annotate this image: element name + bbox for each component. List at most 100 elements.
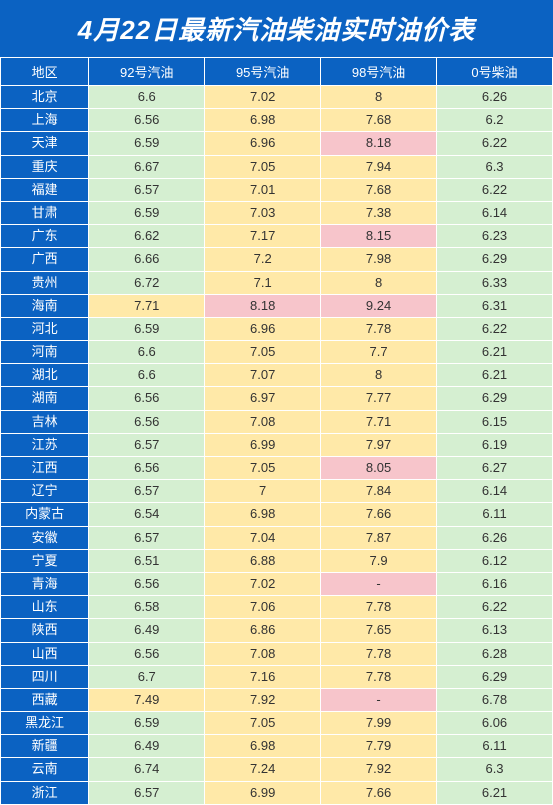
cell-diesel0: 6.21	[437, 364, 553, 387]
cell-diesel0: 6.27	[437, 457, 553, 480]
cell-region: 西藏	[1, 688, 89, 711]
table-row: 安徽6.577.047.876.26	[1, 526, 553, 549]
cell-95: 6.98	[205, 109, 321, 132]
cell-region: 河南	[1, 341, 89, 364]
cell-diesel0: 6.78	[437, 688, 553, 711]
cell-92: 6.49	[89, 619, 205, 642]
cell-95: 6.86	[205, 619, 321, 642]
cell-diesel0: 6.29	[437, 248, 553, 271]
cell-95: 7.02	[205, 86, 321, 109]
cell-98: 7.92	[321, 758, 437, 781]
cell-98: 8	[321, 364, 437, 387]
cell-98: 8	[321, 86, 437, 109]
cell-92: 6.56	[89, 109, 205, 132]
cell-98: 8.18	[321, 132, 437, 155]
cell-diesel0: 6.12	[437, 549, 553, 572]
cell-diesel0: 6.21	[437, 341, 553, 364]
cell-98: -	[321, 572, 437, 595]
cell-region: 山东	[1, 596, 89, 619]
cell-region: 海南	[1, 294, 89, 317]
cell-92: 6.56	[89, 387, 205, 410]
cell-diesel0: 6.33	[437, 271, 553, 294]
cell-95: 6.96	[205, 317, 321, 340]
cell-region: 上海	[1, 109, 89, 132]
table-header-row: 地区 92号汽油 95号汽油 98号汽油 0号柴油	[1, 58, 553, 86]
cell-diesel0: 6.11	[437, 735, 553, 758]
cell-92: 6.59	[89, 317, 205, 340]
cell-92: 6.56	[89, 572, 205, 595]
col-92: 92号汽油	[89, 58, 205, 86]
table-row: 黑龙江6.597.057.996.06	[1, 712, 553, 735]
cell-95: 6.98	[205, 503, 321, 526]
cell-98: 7.66	[321, 781, 437, 804]
table-row: 辽宁6.5777.846.14	[1, 480, 553, 503]
cell-diesel0: 6.13	[437, 619, 553, 642]
cell-98: 7.87	[321, 526, 437, 549]
cell-92: 6.6	[89, 364, 205, 387]
table-row: 湖北6.67.0786.21	[1, 364, 553, 387]
cell-region: 辽宁	[1, 480, 89, 503]
table-row: 天津6.596.968.186.22	[1, 132, 553, 155]
cell-92: 6.62	[89, 225, 205, 248]
cell-diesel0: 6.3	[437, 155, 553, 178]
cell-diesel0: 6.21	[437, 781, 553, 804]
table-row: 广东6.627.178.156.23	[1, 225, 553, 248]
table-body: 北京6.67.0286.26上海6.566.987.686.2天津6.596.9…	[1, 86, 553, 805]
cell-98: 7.68	[321, 178, 437, 201]
cell-region: 江西	[1, 457, 89, 480]
cell-95: 6.99	[205, 433, 321, 456]
cell-diesel0: 6.19	[437, 433, 553, 456]
cell-95: 7.17	[205, 225, 321, 248]
table-row: 西藏7.497.92-6.78	[1, 688, 553, 711]
table-row: 陕西6.496.867.656.13	[1, 619, 553, 642]
cell-diesel0: 6.22	[437, 178, 553, 201]
cell-diesel0: 6.14	[437, 480, 553, 503]
cell-95: 7	[205, 480, 321, 503]
cell-92: 6.56	[89, 642, 205, 665]
cell-92: 6.57	[89, 480, 205, 503]
cell-region: 安徽	[1, 526, 89, 549]
cell-92: 6.57	[89, 178, 205, 201]
cell-region: 北京	[1, 86, 89, 109]
cell-diesel0: 6.11	[437, 503, 553, 526]
cell-diesel0: 6.14	[437, 201, 553, 224]
cell-region: 河北	[1, 317, 89, 340]
cell-92: 7.71	[89, 294, 205, 317]
col-98: 98号汽油	[321, 58, 437, 86]
cell-diesel0: 6.2	[437, 109, 553, 132]
cell-98: 7.94	[321, 155, 437, 178]
cell-92: 6.7	[89, 665, 205, 688]
cell-98: 7.84	[321, 480, 437, 503]
cell-98: 7.99	[321, 712, 437, 735]
cell-95: 7.92	[205, 688, 321, 711]
cell-98: 7.97	[321, 433, 437, 456]
cell-92: 6.59	[89, 132, 205, 155]
cell-region: 四川	[1, 665, 89, 688]
cell-98: 7.68	[321, 109, 437, 132]
cell-95: 6.96	[205, 132, 321, 155]
cell-region: 天津	[1, 132, 89, 155]
cell-diesel0: 6.23	[437, 225, 553, 248]
cell-95: 7.07	[205, 364, 321, 387]
cell-region: 青海	[1, 572, 89, 595]
cell-95: 8.18	[205, 294, 321, 317]
cell-92: 6.57	[89, 526, 205, 549]
table-row: 上海6.566.987.686.2	[1, 109, 553, 132]
cell-region: 浙江	[1, 781, 89, 804]
table-row: 河南6.67.057.76.21	[1, 341, 553, 364]
cell-diesel0: 6.29	[437, 665, 553, 688]
cell-98: 7.71	[321, 410, 437, 433]
cell-92: 6.57	[89, 781, 205, 804]
table-row: 浙江6.576.997.666.21	[1, 781, 553, 804]
cell-region: 甘肃	[1, 201, 89, 224]
cell-diesel0: 6.29	[437, 387, 553, 410]
cell-diesel0: 6.16	[437, 572, 553, 595]
cell-diesel0: 6.06	[437, 712, 553, 735]
cell-98: 7.38	[321, 201, 437, 224]
cell-region: 湖北	[1, 364, 89, 387]
cell-95: 7.03	[205, 201, 321, 224]
cell-region: 云南	[1, 758, 89, 781]
table-row: 河北6.596.967.786.22	[1, 317, 553, 340]
table-row: 海南7.718.189.246.31	[1, 294, 553, 317]
cell-region: 湖南	[1, 387, 89, 410]
